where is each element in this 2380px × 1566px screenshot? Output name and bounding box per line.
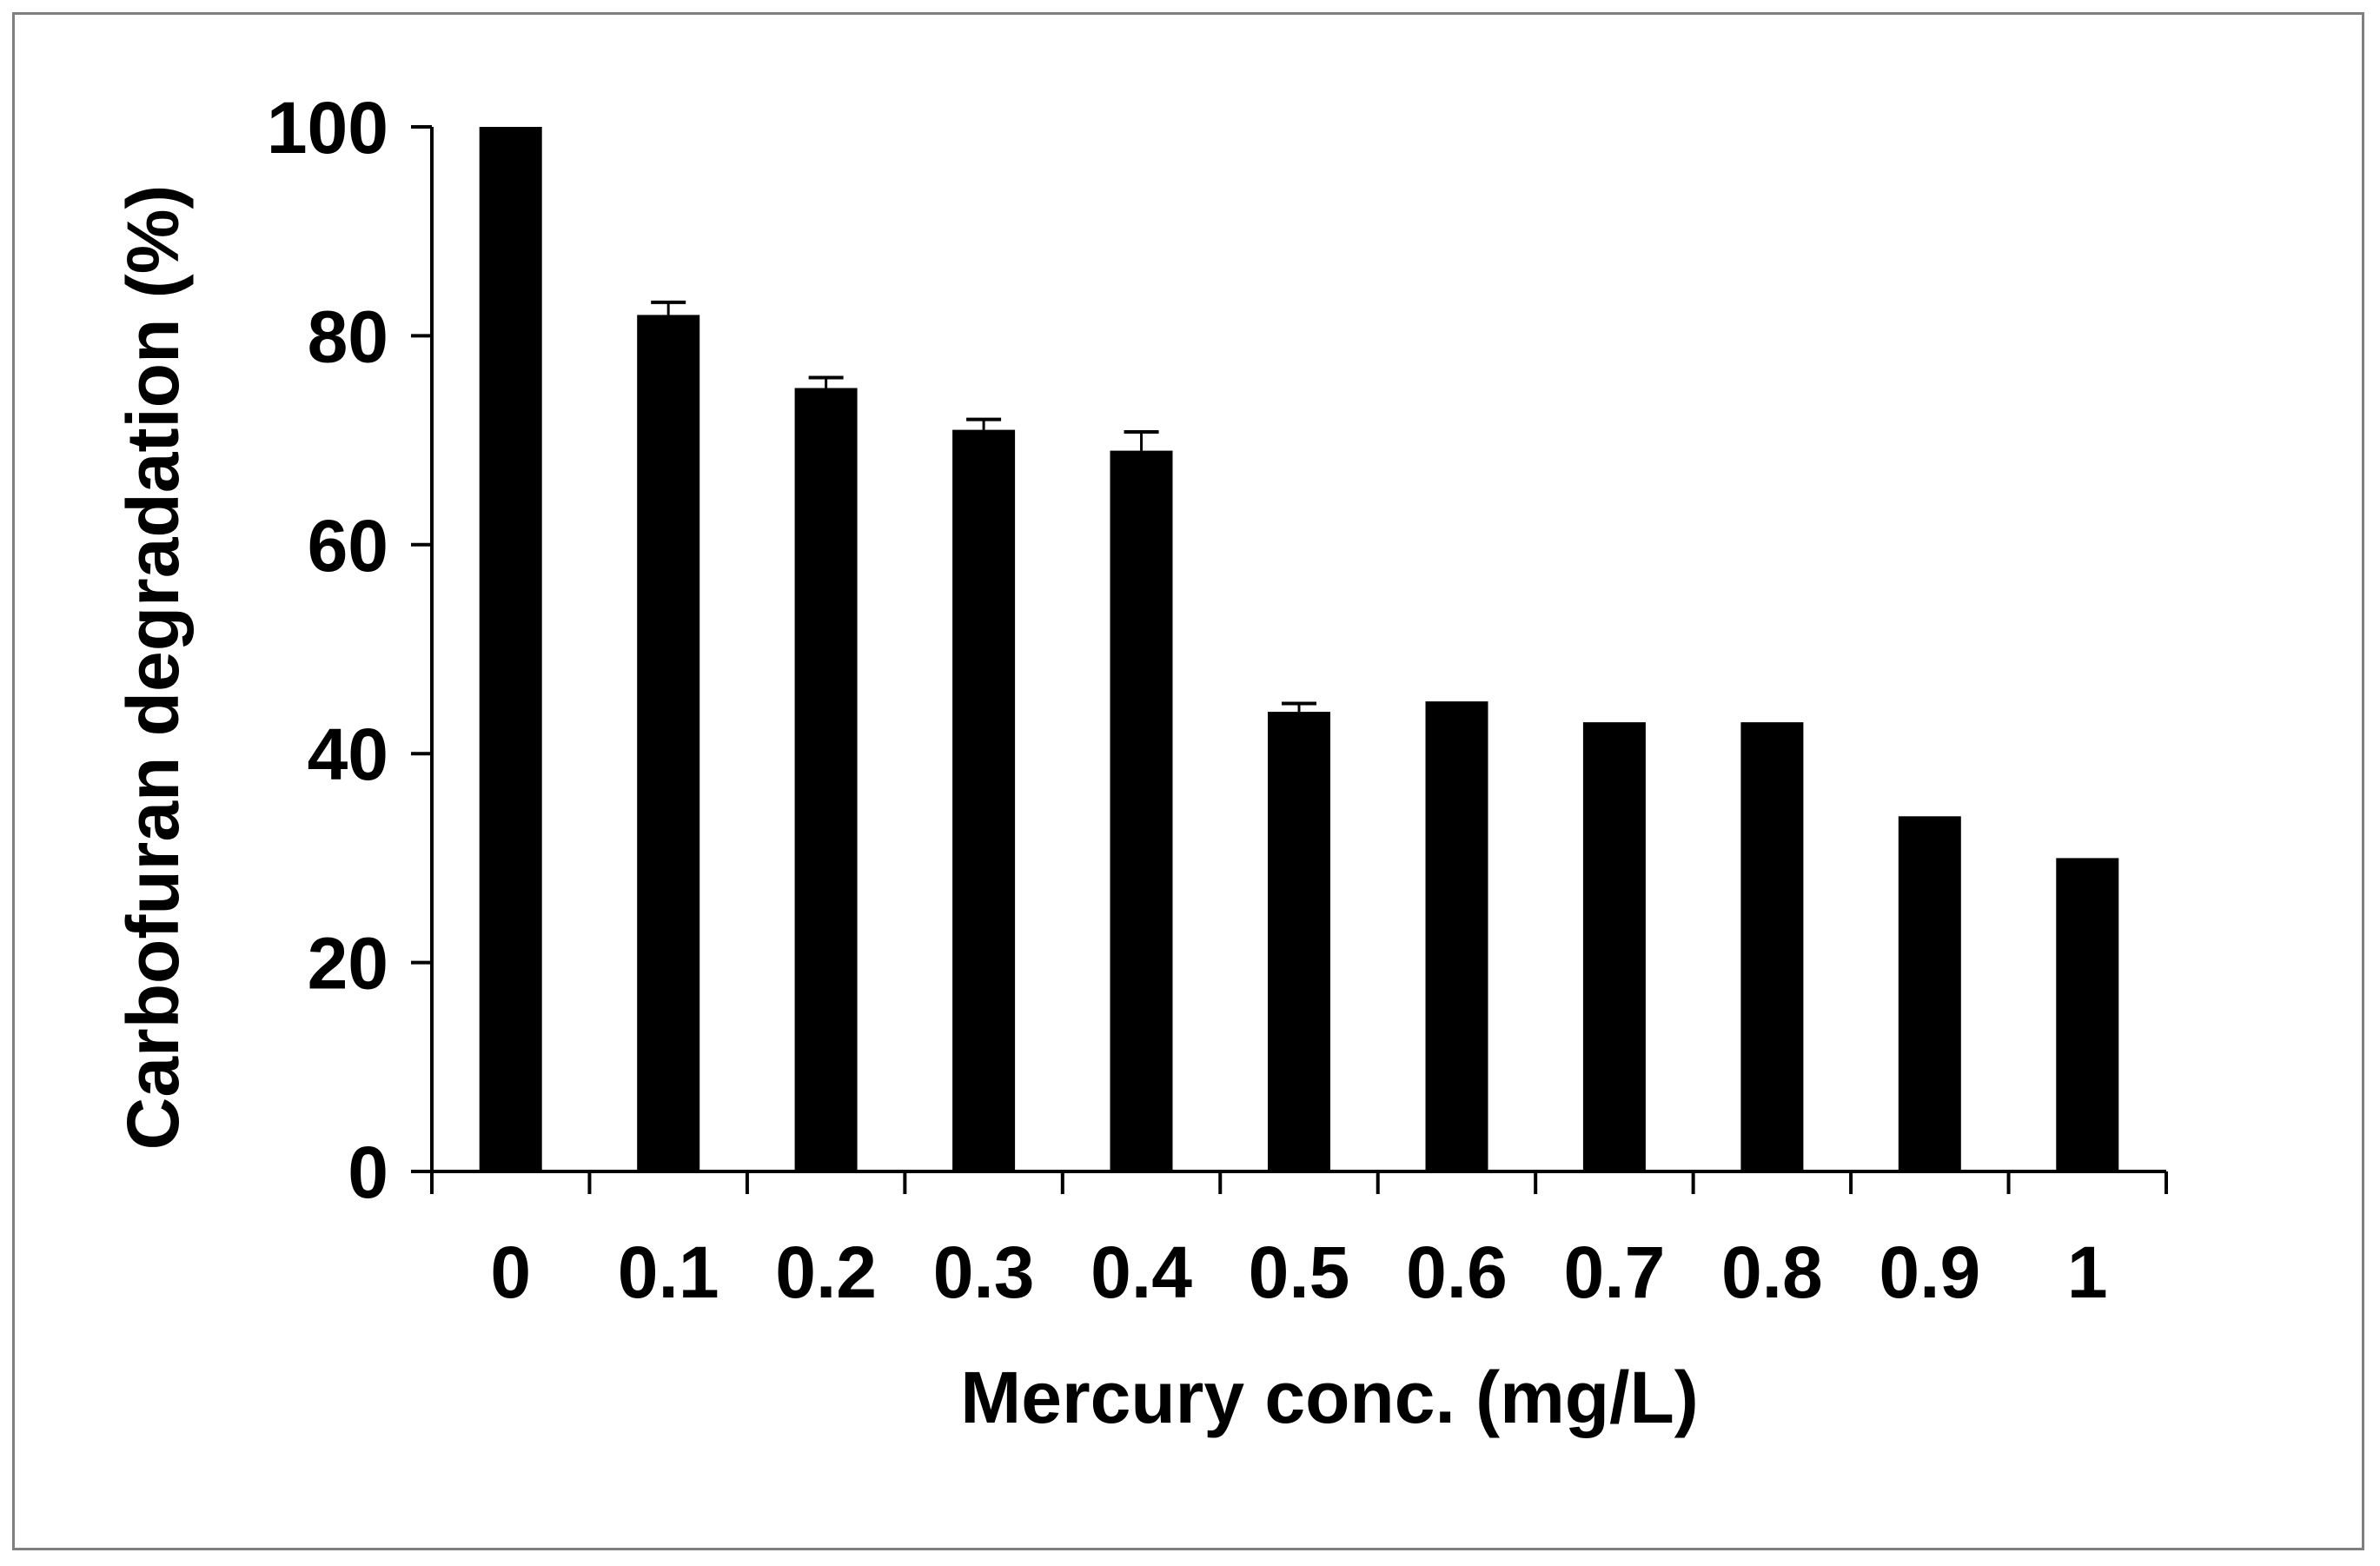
y-tick-label-60: 60 bbox=[308, 505, 388, 587]
axes-layer bbox=[411, 125, 2168, 1194]
bar-0.1 bbox=[637, 315, 700, 1171]
bar-0.6 bbox=[1425, 701, 1488, 1171]
x-tick-label-0.6: 0.6 bbox=[1406, 1231, 1508, 1313]
y-tick-label-100: 100 bbox=[267, 87, 388, 169]
chart-frame bbox=[12, 12, 2364, 1550]
x-tick-label-0.8: 0.8 bbox=[1721, 1231, 1823, 1313]
x-tick-label-0.4: 0.4 bbox=[1091, 1231, 1192, 1313]
x-tick-label-0.1: 0.1 bbox=[618, 1231, 719, 1313]
error-bars-layer bbox=[651, 300, 1316, 713]
x-tick-label-0.3: 0.3 bbox=[933, 1231, 1035, 1313]
bar-0.5 bbox=[1268, 712, 1330, 1171]
x-tick-label-0.9: 0.9 bbox=[1879, 1231, 1980, 1313]
x-tick-label-0: 0 bbox=[490, 1231, 531, 1313]
x-tick-label-0.2: 0.2 bbox=[775, 1231, 877, 1313]
y-tick-label-0: 0 bbox=[348, 1131, 388, 1213]
bar-0.8 bbox=[1740, 722, 1804, 1171]
x-axis-title: Mercury conc. (mg/L) bbox=[960, 1357, 1698, 1438]
x-tick-label-0.7: 0.7 bbox=[1564, 1231, 1666, 1313]
y-tick-label-20: 20 bbox=[308, 923, 388, 1005]
y-tick-label-80: 80 bbox=[308, 295, 388, 377]
bar-0.7 bbox=[1582, 722, 1646, 1171]
bar-0.3 bbox=[952, 429, 1016, 1172]
bar-0 bbox=[479, 127, 542, 1171]
bar-0.9 bbox=[1898, 816, 1961, 1171]
bar-0.4 bbox=[1110, 450, 1173, 1171]
y-tick-label-40: 40 bbox=[308, 713, 388, 795]
bar-1 bbox=[2056, 858, 2119, 1171]
bar-0.2 bbox=[794, 388, 858, 1171]
labels-layer: 0 20 40 60 80 100 0 0.1 0.2 0.3 0.4 0.5 0.6 0.7 0.8 0.9… bbox=[112, 87, 2108, 1438]
x-tick-label-0.5: 0.5 bbox=[1249, 1231, 1350, 1313]
bars-layer bbox=[479, 127, 2119, 1172]
x-tick-label-1: 1 bbox=[2067, 1231, 2108, 1313]
y-axis-title: Carbofuran degradation (%) bbox=[112, 185, 194, 1151]
